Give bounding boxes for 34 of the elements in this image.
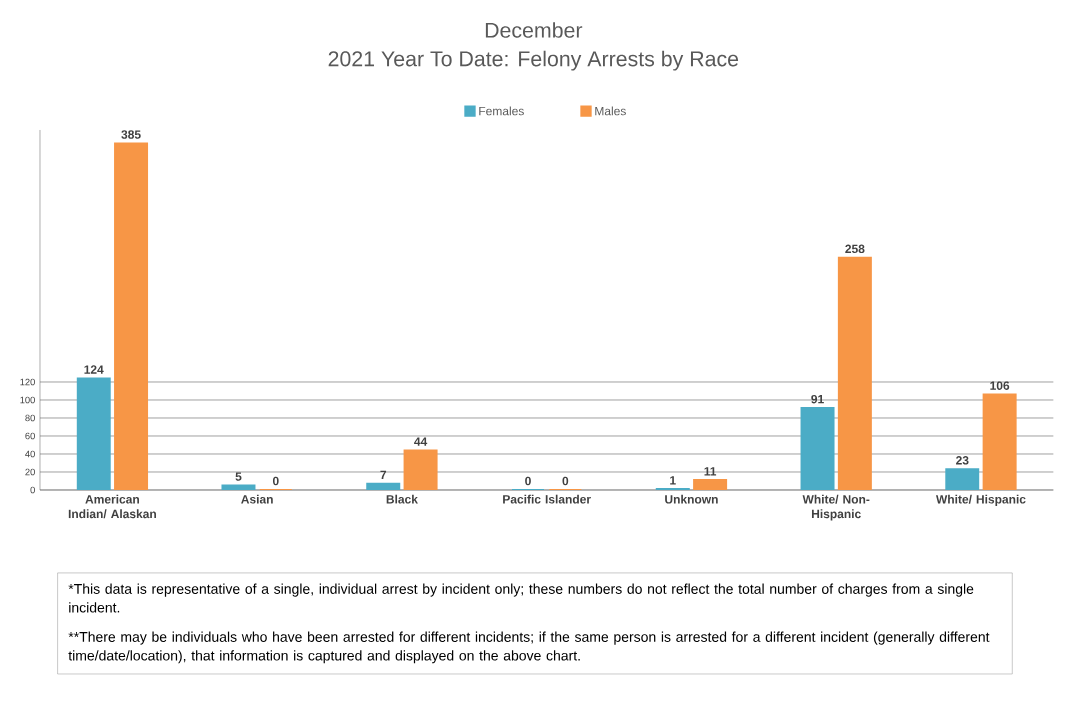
y-tick-label: 0 (30, 486, 35, 494)
y-tick-label: 40 (25, 450, 35, 458)
x-tick-label: American Indian/ Alaskan (68, 494, 156, 519)
y-tick-label: 80 (25, 414, 35, 422)
x-tick-label: Pacific Islander (503, 494, 591, 504)
data-label: 1 (670, 476, 676, 485)
data-label: 0 (272, 476, 279, 486)
data-label: 7 (380, 470, 387, 479)
data-label: 23 (956, 456, 969, 465)
legend-label: Females (479, 106, 524, 116)
chart-subtitle: 2021 Year To Date: Felony Arrests by Race (328, 50, 739, 71)
y-tick-label: 20 (25, 468, 35, 476)
y-tick-label: 120 (20, 378, 35, 386)
x-tick-label: Asian (241, 494, 273, 504)
data-label: 44 (414, 437, 428, 446)
data-label: 0 (562, 476, 569, 486)
data-label: 258 (845, 244, 865, 254)
text: **There may be individuals who have been arrested for different incidents; if the same person is arrested for a different incident (generally different time/date/location), that information is captured and displayed on the above chart. (68, 631, 990, 664)
x-tick-label: Black (386, 494, 418, 504)
data-label: 91 (811, 394, 824, 404)
data-label: 11 (704, 467, 717, 476)
x-tick-label: White/ Hispanic (935, 494, 1026, 506)
x-tick-label: White/ Non-Hispanic (802, 494, 870, 521)
data-label: 5 (235, 472, 242, 481)
data-label: 124 (84, 365, 104, 374)
y-tick-label: 100 (20, 396, 35, 404)
data-label: 385 (121, 130, 141, 139)
text: *This data is representative of a single, individual arrest by incident only; these numbers do not reflect the total number of charges from a single incident. (68, 583, 974, 613)
y-tick-label: 60 (25, 432, 35, 440)
legend-label: Males (595, 106, 626, 116)
data-label: 0 (525, 476, 531, 486)
x-tick-label: Unknown (665, 494, 718, 504)
chart-title: December (485, 22, 583, 38)
data-label: 106 (990, 381, 1010, 390)
